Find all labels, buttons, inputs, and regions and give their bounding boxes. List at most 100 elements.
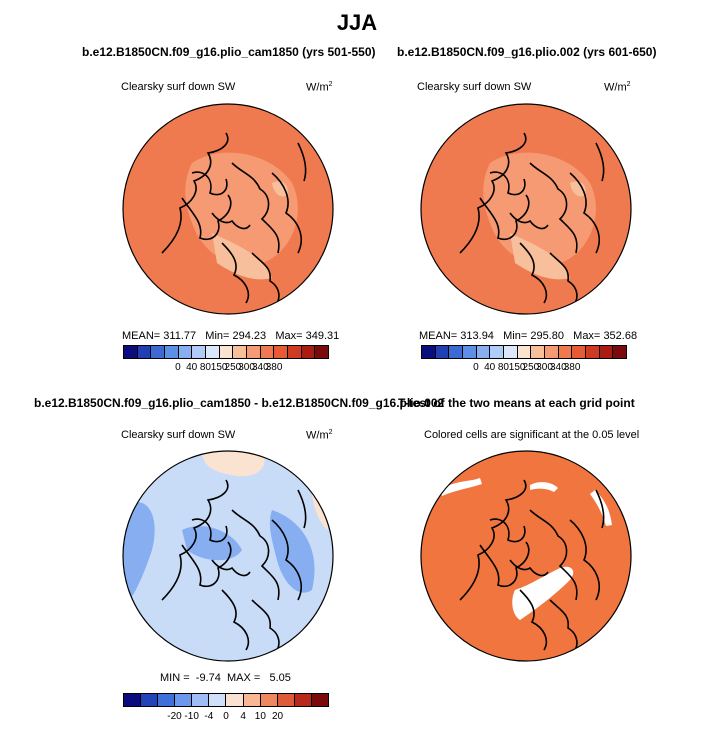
panel-1-colorbar-swatch — [233, 346, 248, 358]
panel-3-colorbar-swatch — [243, 694, 261, 706]
panel-3-colorbar-swatch — [175, 694, 193, 706]
map1-coastline — [297, 142, 307, 182]
panel-2-colorbar-ticks: 0 40 80 150 250 300 340 380 — [421, 362, 627, 376]
map3-coastline — [191, 518, 228, 543]
map2-coastline — [479, 194, 530, 240]
panel-2-title: b.e12.B1850CN.f09_g16.plio.002 (yrs 601-… — [397, 45, 657, 59]
map4-coastline — [509, 559, 549, 577]
map1-boundary — [122, 103, 334, 315]
panel-3-colorbar-swatch — [158, 694, 176, 706]
panel-2-colorbar-swatch — [422, 346, 436, 358]
panel-3-colorbar-swatch — [277, 694, 295, 706]
map3-coastline — [211, 559, 251, 577]
map4-coastline — [479, 541, 530, 587]
panel-2-colorbar-swatch — [490, 346, 505, 358]
panel-1-colorbar-tick-label: 0 — [175, 362, 181, 373]
map3-coastline — [297, 489, 307, 529]
figure-title: JJA — [336, 10, 378, 35]
map3-coastline — [181, 541, 232, 587]
panel-2-colorbar-swatch — [531, 346, 546, 358]
map3-contour-region — [202, 451, 265, 477]
map3-coastline — [161, 479, 229, 601]
panel-1-colorbar-tick-label: 380 — [265, 362, 283, 373]
panel-1-colorbar-swatch — [165, 346, 179, 358]
panel-1-colorbar-tick-label: 250 — [224, 362, 242, 373]
map4-coastline — [569, 519, 600, 601]
panel-1-colorbar-swatch — [274, 346, 289, 358]
map4-contour-region — [530, 482, 558, 492]
map4-contour-region — [590, 490, 612, 526]
map2-coastline — [529, 162, 578, 254]
panel-2-colorbar-swatch — [558, 346, 573, 358]
panel-2-variable-label: Clearsky surf down SW — [417, 81, 532, 93]
panel-3-colorbar-swatch — [209, 694, 227, 706]
map4-coastline — [529, 509, 578, 601]
panel-1-colorbar-swatch — [137, 346, 152, 358]
map3-coastline — [231, 509, 280, 601]
map3-boundary — [122, 450, 334, 662]
panel-1-variable-label: Clearsky surf down SW — [121, 81, 236, 93]
panel-1-colorbar-swatch — [206, 346, 220, 358]
panel-3-colorbar-swatch — [141, 694, 159, 706]
panel-1-colorbar-tick-label: 40 — [186, 362, 198, 373]
map1-coastline — [221, 242, 250, 304]
panel-1-colorbar-swatch — [192, 346, 207, 358]
map1-coastline — [161, 132, 229, 254]
panel-3-stats: MIN = -9.74 MAX = 5.05 — [160, 672, 291, 684]
map4-coastline — [519, 589, 548, 651]
map2-coastline — [459, 132, 527, 254]
panel-3-colorbar-tick-label: 10 — [254, 711, 266, 722]
panel-2-colorbar-swatch — [476, 346, 491, 358]
map3-coastline — [271, 519, 302, 601]
panel-1-colorbar-swatch — [247, 346, 261, 358]
map2-coastline — [569, 172, 600, 254]
map3-contour-region — [123, 502, 155, 610]
panel-1-colorbar-swatch — [151, 346, 166, 358]
panel-2-colorbar-swatch — [545, 346, 559, 358]
panel-2-colorbar-swatch — [449, 346, 464, 358]
map4-coastline — [459, 479, 527, 601]
panel-2-colorbar-tick-label: 340 — [549, 362, 567, 373]
map4-boundary — [420, 450, 632, 662]
map2-boundary — [420, 103, 632, 315]
map2-coastline — [509, 212, 549, 230]
panel-4-title: T-test of the two means at each grid poi… — [398, 396, 635, 410]
panel-2-colorbar-swatch — [463, 346, 477, 358]
panel-1-colorbar-tick-label: 340 — [251, 362, 269, 373]
panel-2-colorbar-tick-label: 150 — [508, 362, 526, 373]
panel-2-colorbar-tick-label: 0 — [473, 362, 479, 373]
map1-coastline — [181, 194, 232, 240]
panel-1-colorbar-swatch — [219, 346, 234, 358]
panel-1-colorbar-tick-label: 80 — [199, 362, 211, 373]
map2-contour-region — [510, 233, 570, 280]
map2-coastline — [489, 171, 526, 196]
panel-3-colorbar-tick-label: 4 — [240, 711, 246, 722]
panel-3-colorbar-tick-label: -4 — [204, 711, 214, 722]
map4-coastline — [595, 489, 605, 529]
panel-3-colorbar-swatch — [294, 694, 312, 706]
panel-1-colorbar-swatch — [260, 346, 275, 358]
panel-2-colorbar-tick-label: 80 — [497, 362, 509, 373]
panel-3-colorbar-tick-label: -10 — [184, 711, 199, 722]
panel-1-colorbar-swatch — [301, 346, 316, 358]
panel-2-colorbar-swatch — [517, 346, 532, 358]
panel-1-colorbar-swatch — [178, 346, 193, 358]
panel-2-colorbar-tick-label: 380 — [563, 362, 581, 373]
map3-coastline — [251, 599, 280, 655]
map2-contour-region — [570, 181, 586, 197]
panel-3-units: W/m2 — [306, 429, 333, 442]
map4-contour-region — [512, 566, 574, 620]
map1-coastline — [271, 172, 302, 254]
map4-contour-region — [440, 478, 482, 496]
panel-1-colorbar — [123, 345, 329, 359]
panel-3-colorbar-swatch — [124, 694, 142, 706]
map1-contour-region — [272, 181, 288, 197]
panel-2-colorbar-swatch — [504, 346, 518, 358]
panel-3-variable-label: Clearsky surf down SW — [121, 429, 236, 441]
panel-2-stats: MEAN= 313.94 Min= 295.80 Max= 352.68 — [419, 330, 638, 342]
panel-1-stats: MEAN= 311.77 Min= 294.23 Max= 349.31 — [122, 330, 340, 342]
panel-2-colorbar-swatch — [435, 346, 450, 358]
panel-2-colorbar-tick-label: 40 — [484, 362, 496, 373]
panel-2-units: W/m2 — [604, 81, 631, 94]
panel-3-colorbar-tick-label: 20 — [271, 711, 284, 722]
